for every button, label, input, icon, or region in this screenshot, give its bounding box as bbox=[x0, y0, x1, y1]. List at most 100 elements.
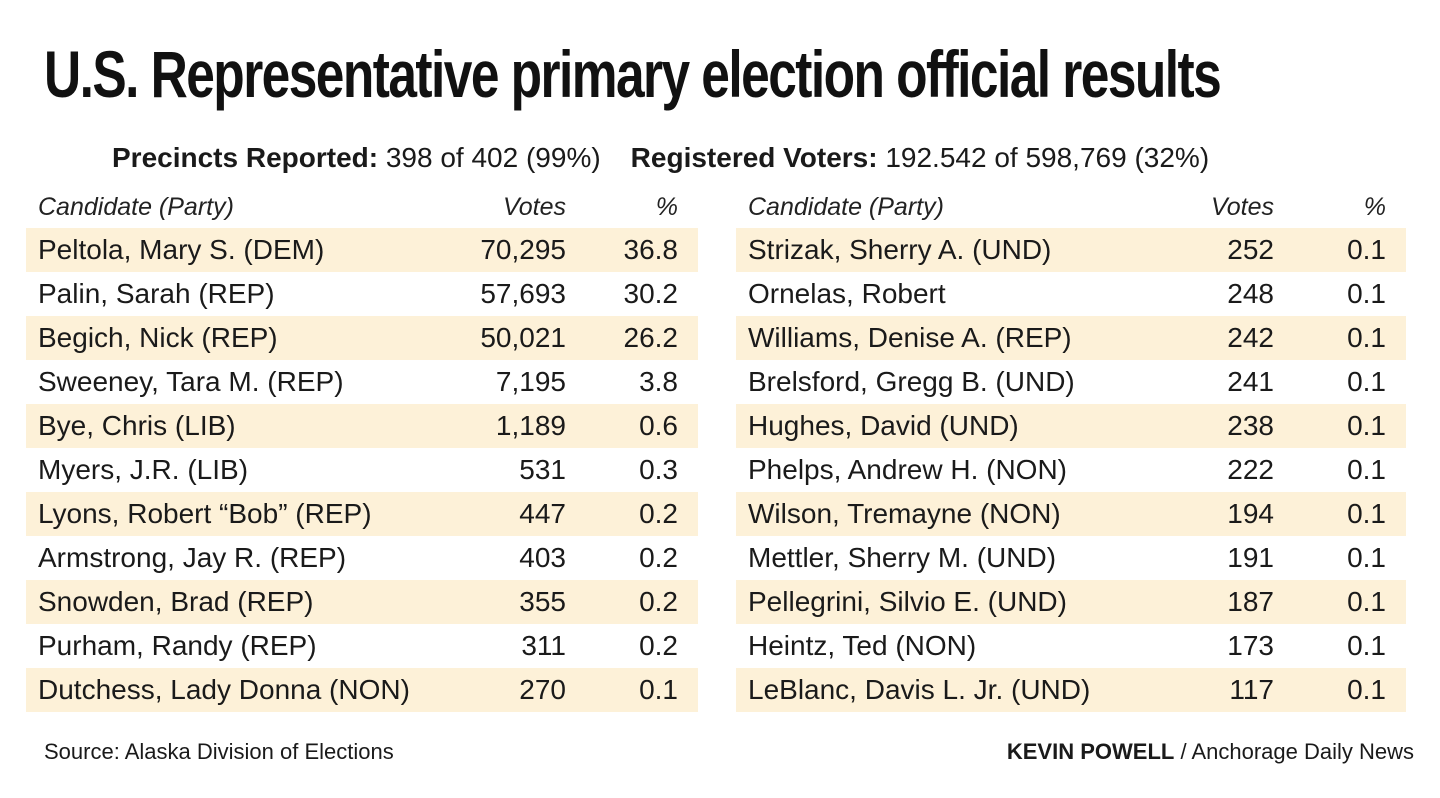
votes-cell: 191 bbox=[1227, 542, 1274, 573]
votes-cell: 270 bbox=[446, 668, 566, 712]
votes-cell: 222 bbox=[1227, 454, 1274, 485]
table-row: Myers, J.R. (LIB) 531 0.3 bbox=[26, 448, 698, 492]
votes-cell: 7,195 bbox=[495, 366, 566, 397]
candidate-cell: LeBlanc, Davis L. Jr. (UND) bbox=[736, 668, 1156, 712]
column-header-percent: % bbox=[1363, 192, 1386, 221]
voters-value: 192.542 of 598,769 (32%) bbox=[885, 142, 1210, 173]
percent-cell: 0.2 bbox=[639, 542, 678, 573]
percent-cell: 0.1 bbox=[1347, 542, 1386, 573]
candidate-cell: Lyons, Robert “Bob” (REP) bbox=[26, 492, 446, 536]
voters-label: Registered Voters: bbox=[630, 142, 878, 173]
percent-cell: 0.2 bbox=[639, 630, 678, 661]
column-header-votes: Votes bbox=[1210, 192, 1274, 221]
column-header-percent: % bbox=[655, 192, 678, 221]
votes-cell: 241 bbox=[1227, 366, 1274, 397]
votes-cell: 355 bbox=[446, 580, 566, 624]
candidate-cell: Armstrong, Jay R. (REP) bbox=[38, 542, 347, 573]
votes-cell: 57,693 bbox=[480, 278, 566, 309]
candidate-cell: Phelps, Andrew H. (NON) bbox=[748, 454, 1067, 485]
percent-cell: 0.1 bbox=[1274, 668, 1406, 712]
candidate-cell: Strizak, Sherry A. (UND) bbox=[736, 228, 1156, 272]
table-row: Palin, Sarah (REP) 57,693 30.2 bbox=[26, 272, 698, 316]
percent-cell: 26.2 bbox=[566, 316, 698, 360]
table-row: Lyons, Robert “Bob” (REP) 447 0.2 bbox=[26, 492, 698, 536]
votes-cell: 447 bbox=[446, 492, 566, 536]
table-row: Hughes, David (UND) 238 0.1 bbox=[736, 404, 1406, 448]
column-header-candidate: Candidate (Party) bbox=[38, 192, 234, 221]
table-row: Begich, Nick (REP) 50,021 26.2 bbox=[26, 316, 698, 360]
table-row: Brelsford, Gregg B. (UND) 241 0.1 bbox=[736, 360, 1406, 404]
table-row: Strizak, Sherry A. (UND) 252 0.1 bbox=[736, 228, 1406, 272]
votes-cell: 531 bbox=[519, 454, 566, 485]
candidate-cell: Snowden, Brad (REP) bbox=[26, 580, 446, 624]
table-row: Wilson, Tremayne (NON) 194 0.1 bbox=[736, 492, 1406, 536]
candidate-cell: Pellegrini, Silvio E. (UND) bbox=[736, 580, 1156, 624]
percent-cell: 30.2 bbox=[623, 278, 679, 309]
votes-cell: 194 bbox=[1156, 492, 1274, 536]
page-title: U.S. Representative primary election off… bbox=[44, 37, 1222, 111]
percent-cell: 0.1 bbox=[1274, 492, 1406, 536]
candidate-cell: Myers, J.R. (LIB) bbox=[38, 454, 249, 485]
table-row: LeBlanc, Davis L. Jr. (UND) 117 0.1 bbox=[736, 668, 1406, 712]
table-row: Snowden, Brad (REP) 355 0.2 bbox=[26, 580, 698, 624]
table-row: Dutchess, Lady Donna (NON) 270 0.1 bbox=[26, 668, 698, 712]
percent-cell: 0.1 bbox=[1347, 454, 1386, 485]
results-table-right: Candidate (Party) Votes % Strizak, Sherr… bbox=[736, 186, 1406, 712]
results-body-left: Peltola, Mary S. (DEM) 70,295 36.8 Palin, S… bbox=[26, 228, 698, 712]
votes-cell: 70,295 bbox=[446, 228, 566, 272]
votes-cell: 117 bbox=[1156, 668, 1274, 712]
candidate-cell: Sweeney, Tara M. (REP) bbox=[38, 366, 344, 397]
votes-cell: 242 bbox=[1156, 316, 1274, 360]
votes-cell: 173 bbox=[1227, 630, 1274, 661]
percent-cell: 0.3 bbox=[639, 454, 678, 485]
candidate-cell: Purham, Randy (REP) bbox=[38, 630, 317, 661]
votes-cell: 252 bbox=[1156, 228, 1274, 272]
credit-outlet: / Anchorage Daily News bbox=[1174, 739, 1414, 764]
results-table-left: Candidate (Party) Votes % Peltola, Mary … bbox=[26, 186, 698, 712]
table-row: Peltola, Mary S. (DEM) 70,295 36.8 bbox=[26, 228, 698, 272]
candidate-cell: Palin, Sarah (REP) bbox=[38, 278, 275, 309]
table-row: Ornelas, Robert 248 0.1 bbox=[736, 272, 1406, 316]
percent-cell: 0.1 bbox=[1347, 630, 1386, 661]
table-row: Bye, Chris (LIB) 1,189 0.6 bbox=[26, 404, 698, 448]
candidate-cell: Wilson, Tremayne (NON) bbox=[736, 492, 1156, 536]
candidate-cell: Mettler, Sherry M. (UND) bbox=[748, 542, 1057, 573]
percent-cell: 0.6 bbox=[566, 404, 698, 448]
percent-cell: 0.1 bbox=[566, 668, 698, 712]
percent-cell: 0.1 bbox=[1274, 580, 1406, 624]
precincts-value: 398 of 402 (99%) bbox=[385, 142, 601, 173]
table-row: Sweeney, Tara M. (REP) 7,195 3.8 bbox=[26, 360, 698, 404]
votes-cell: 248 bbox=[1227, 278, 1274, 309]
candidate-cell: Peltola, Mary S. (DEM) bbox=[26, 228, 446, 272]
column-header-candidate: Candidate (Party) bbox=[748, 192, 944, 221]
table-row: Pellegrini, Silvio E. (UND) 187 0.1 bbox=[736, 580, 1406, 624]
credit-line: KEVIN POWELL / Anchorage Daily News bbox=[1007, 738, 1414, 766]
table-row: Mettler, Sherry M. (UND) 191 0.1 bbox=[736, 536, 1406, 580]
table-row: Purham, Randy (REP) 311 0.2 bbox=[26, 624, 698, 668]
stats-line: Precincts Reported: 398 of 402 (99%) Regi… bbox=[112, 138, 1209, 178]
percent-cell: 0.1 bbox=[1274, 228, 1406, 272]
precincts-label: Precincts Reported: bbox=[112, 142, 379, 173]
percent-cell: 0.1 bbox=[1274, 404, 1406, 448]
candidate-cell: Williams, Denise A. (REP) bbox=[736, 316, 1156, 360]
candidate-cell: Bye, Chris (LIB) bbox=[26, 404, 446, 448]
candidate-cell: Begich, Nick (REP) bbox=[26, 316, 446, 360]
table-header-row: Candidate (Party) Votes % bbox=[26, 186, 698, 228]
votes-cell: 50,021 bbox=[446, 316, 566, 360]
candidate-cell: Hughes, David (UND) bbox=[736, 404, 1156, 448]
source-note: Source: Alaska Division of Elections bbox=[44, 739, 394, 764]
table-row: Heintz, Ted (NON) 173 0.1 bbox=[736, 624, 1406, 668]
table-header-row: Candidate (Party) Votes % bbox=[736, 186, 1406, 228]
percent-cell: 0.2 bbox=[566, 492, 698, 536]
candidate-cell: Heintz, Ted (NON) bbox=[748, 630, 977, 661]
candidate-cell: Dutchess, Lady Donna (NON) bbox=[26, 668, 446, 712]
percent-cell: 36.8 bbox=[566, 228, 698, 272]
candidate-cell: Brelsford, Gregg B. (UND) bbox=[748, 366, 1075, 397]
percent-cell: 0.1 bbox=[1347, 366, 1386, 397]
table-row: Armstrong, Jay R. (REP) 403 0.2 bbox=[26, 536, 698, 580]
votes-cell: 403 bbox=[519, 542, 566, 573]
percent-cell: 0.2 bbox=[566, 580, 698, 624]
votes-cell: 311 bbox=[521, 630, 566, 661]
credit-name: KEVIN POWELL bbox=[1006, 739, 1175, 764]
column-header-votes: Votes bbox=[502, 192, 566, 221]
